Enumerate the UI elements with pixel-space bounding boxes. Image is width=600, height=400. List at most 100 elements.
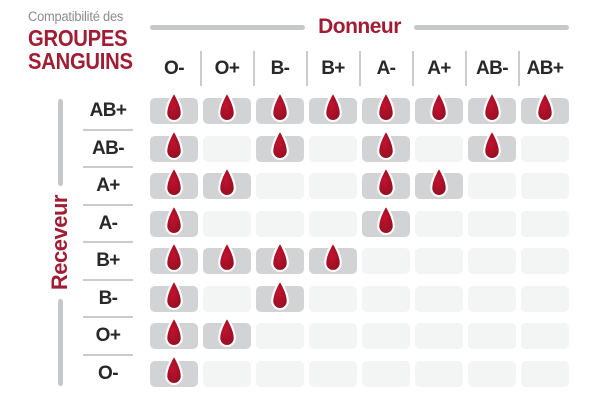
incompatible-cell-A+-from-AB+ bbox=[521, 173, 569, 199]
receiver-row-label-aneg: A- bbox=[82, 203, 134, 237]
compatible-cell-A--from-A- bbox=[362, 203, 410, 237]
blood-drop-icon bbox=[271, 128, 289, 160]
blood-drop-icon bbox=[165, 353, 183, 385]
compatible-cell-A+-from-O- bbox=[150, 166, 198, 199]
donor-axis-line-right bbox=[413, 24, 570, 30]
blood-drop-icon bbox=[165, 91, 183, 123]
receiver-row-label-bneg: B- bbox=[82, 278, 134, 312]
chart-title-line1: GROUPES bbox=[28, 25, 128, 51]
incompatible-cell-O+-from-A+ bbox=[415, 323, 463, 349]
receiver-row-labels: AB+ AB- A+ A- B+ B- O+ O- bbox=[82, 98, 134, 387]
donor-column-headers: O- O+ B- B+ A- A+ AB- AB+ bbox=[150, 49, 569, 88]
incompatible-cell-AB--from-AB+ bbox=[521, 135, 569, 162]
donor-column-header-apos: A+ bbox=[411, 49, 463, 88]
incompatible-cell-B--from-AB+ bbox=[521, 285, 569, 312]
compatible-cell-B+-from-B+ bbox=[309, 241, 357, 274]
incompatible-cell-O+-from-B+ bbox=[309, 323, 357, 349]
incompatible-cell-B+-from-AB+ bbox=[521, 248, 569, 274]
incompatible-cell-B+-from-A+ bbox=[415, 248, 463, 274]
incompatible-cell-A+-from-B+ bbox=[309, 173, 357, 199]
receiver-axis: Receveur bbox=[46, 99, 74, 387]
incompatible-cell-O--from-B+ bbox=[309, 360, 357, 387]
incompatible-cell-A--from-B- bbox=[256, 210, 304, 237]
chart-title-line2: SANGUINS bbox=[28, 48, 133, 74]
donor-column-header-abpos: AB+ bbox=[517, 49, 569, 88]
receiver-row-label-bpos: B+ bbox=[82, 241, 134, 274]
donor-axis-label: Donneur bbox=[318, 15, 401, 38]
incompatible-cell-O+-from-AB- bbox=[468, 323, 516, 349]
donor-column-header-abneg: AB- bbox=[464, 49, 516, 88]
blood-drop-icon bbox=[377, 203, 395, 235]
incompatible-cell-B+-from-AB- bbox=[468, 248, 516, 274]
incompatible-cell-B--from-AB- bbox=[468, 285, 516, 312]
blood-drop-icon bbox=[165, 128, 183, 160]
compatible-cell-O+-from-O+ bbox=[203, 316, 251, 349]
donor-column-header-bneg: B- bbox=[252, 49, 304, 88]
incompatible-cell-AB--from-B+ bbox=[309, 135, 357, 162]
incompatible-cell-A--from-A+ bbox=[415, 210, 463, 237]
compatible-cell-B+-from-O- bbox=[150, 241, 198, 274]
incompatible-cell-A--from-O+ bbox=[203, 210, 251, 237]
incompatible-cell-O+-from-AB+ bbox=[521, 323, 569, 349]
compatible-cell-AB+-from-AB+ bbox=[521, 91, 569, 124]
receiver-row-label-oneg: O- bbox=[82, 353, 134, 387]
blood-drop-icon bbox=[271, 91, 289, 123]
compatible-cell-B--from-B- bbox=[256, 278, 304, 312]
incompatible-cell-O--from-B- bbox=[256, 360, 304, 387]
compatible-cell-AB--from-O- bbox=[150, 128, 198, 162]
incompatible-cell-B--from-O+ bbox=[203, 285, 251, 312]
compatible-cell-A+-from-A+ bbox=[415, 166, 463, 199]
compatible-cell-AB+-from-B- bbox=[256, 91, 304, 124]
compatible-cell-AB--from-B- bbox=[256, 128, 304, 162]
incompatible-cell-B--from-A+ bbox=[415, 285, 463, 312]
incompatible-cell-AB--from-O+ bbox=[203, 135, 251, 162]
incompatible-cell-O--from-A+ bbox=[415, 360, 463, 387]
incompatible-cell-B--from-A- bbox=[362, 285, 410, 312]
compatible-cell-AB--from-AB- bbox=[468, 128, 516, 162]
incompatible-cell-B--from-B+ bbox=[309, 285, 357, 312]
blood-drop-icon bbox=[165, 316, 183, 348]
blood-drop-icon bbox=[218, 241, 236, 273]
receiver-axis-label: Receveur bbox=[47, 194, 72, 291]
compatible-cell-AB+-from-A- bbox=[362, 91, 410, 124]
blood-drop-icon bbox=[165, 203, 183, 235]
compatible-cell-AB+-from-AB- bbox=[468, 91, 516, 124]
receiver-row-label-opos: O+ bbox=[82, 316, 134, 349]
compatible-cell-B+-from-O+ bbox=[203, 241, 251, 274]
receiver-row-label-abpos: AB+ bbox=[89, 100, 127, 121]
receiver-axis-line-bottom bbox=[57, 299, 63, 387]
blood-drop-icon bbox=[377, 128, 395, 160]
blood-drop-icon bbox=[165, 278, 183, 310]
blood-drop-icon bbox=[324, 241, 342, 273]
incompatible-cell-O--from-O+ bbox=[203, 360, 251, 387]
incompatible-cell-O+-from-B- bbox=[256, 323, 304, 349]
blood-drop-icon bbox=[483, 91, 501, 123]
incompatible-cell-A+-from-B- bbox=[256, 173, 304, 199]
blood-drop-icon bbox=[271, 278, 289, 310]
blood-drop-icon bbox=[218, 316, 236, 348]
compatible-cell-A+-from-A- bbox=[362, 166, 410, 199]
donor-column-header-oneg: O- bbox=[164, 57, 185, 79]
compatible-cell-O--from-O- bbox=[150, 353, 198, 387]
blood-drop-icon bbox=[536, 91, 554, 123]
incompatible-cell-AB--from-A+ bbox=[415, 135, 463, 162]
compatible-cell-O+-from-O- bbox=[150, 316, 198, 349]
blood-drop-icon bbox=[165, 166, 183, 198]
incompatible-cell-O--from-A- bbox=[362, 360, 410, 387]
chart-title: Compatibilité des GROUPES SANGUINS bbox=[28, 9, 147, 73]
compatible-cell-AB+-from-O+ bbox=[203, 91, 251, 124]
blood-drop-icon bbox=[483, 128, 501, 160]
blood-drop-icon bbox=[430, 166, 448, 198]
receiver-row-label-abneg: AB- bbox=[82, 128, 134, 162]
blood-drop-icon bbox=[377, 166, 395, 198]
incompatible-cell-A--from-AB- bbox=[468, 210, 516, 237]
compatible-cell-AB+-from-B+ bbox=[309, 91, 357, 124]
incompatible-cell-A+-from-AB- bbox=[468, 173, 516, 199]
donor-axis-line-left bbox=[150, 24, 306, 30]
blood-drop-icon bbox=[430, 91, 448, 123]
incompatible-cell-A--from-B+ bbox=[309, 210, 357, 237]
compatible-cell-AB--from-A- bbox=[362, 128, 410, 162]
compatible-cell-B+-from-B- bbox=[256, 241, 304, 274]
incompatible-cell-B+-from-A- bbox=[362, 248, 410, 274]
donor-column-header-opos: O+ bbox=[199, 49, 251, 88]
